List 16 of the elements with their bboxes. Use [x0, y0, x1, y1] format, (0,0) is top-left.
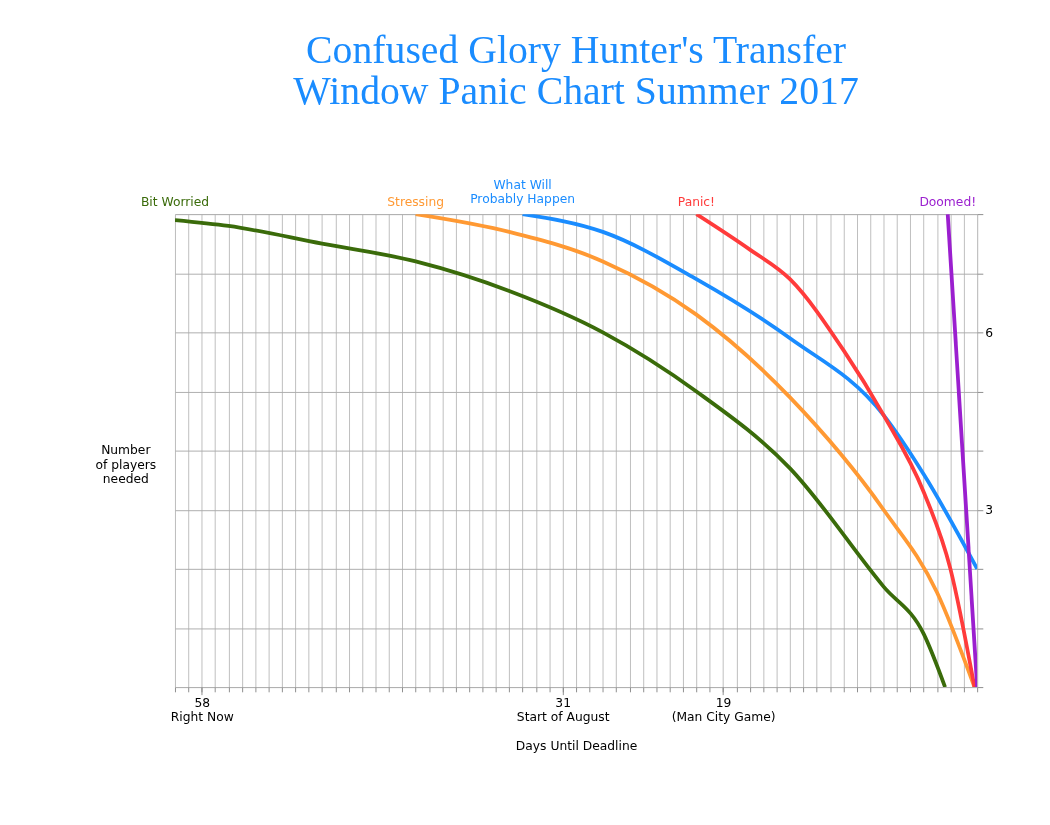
line-series [520, 214, 978, 571]
y-tick-label: 3 [985, 503, 994, 517]
line-series [694, 214, 977, 688]
x-tick-label: 58 Right Now [170, 695, 234, 724]
line-series [175, 218, 947, 688]
x-tick-label: 31 Start of August [516, 695, 610, 724]
y-tick-label: 6 [985, 325, 994, 340]
x-tick-label: 19 (Man City Game) [671, 695, 776, 724]
series-label: Panic! [677, 194, 716, 209]
series-label: Bit Worried [140, 194, 210, 209]
series-label: What Will Probably Happen [470, 177, 576, 206]
y-axis-title: Number of players needed [95, 443, 157, 486]
chart-title: Confused Glory Hunter's Transfer Window Panic Chart Summer 2017 [293, 27, 859, 114]
series-label: Stressing [387, 194, 445, 209]
x-axis-title: Days Until Deadline [515, 739, 638, 754]
series-label: Doomed! [919, 194, 977, 209]
